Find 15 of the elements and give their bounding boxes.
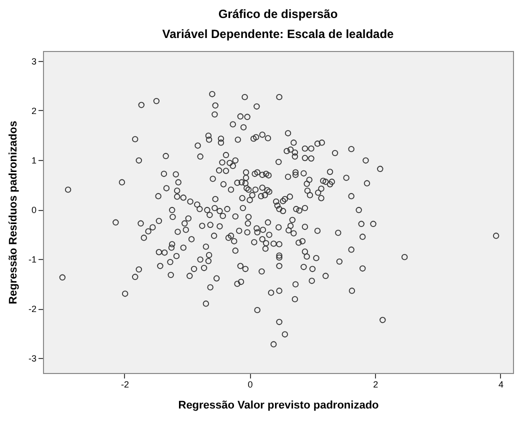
y-tick-label: 1 xyxy=(31,155,36,166)
y-axis-title: Regressão Resíduos padronizados xyxy=(8,120,20,304)
y-tick-label: 0 xyxy=(31,205,36,216)
y-tick-label: -2 xyxy=(28,304,36,314)
x-tick-label: 2 xyxy=(373,380,378,390)
x-axis-title: Regressão Valor previsto padronizado xyxy=(178,400,380,412)
x-tick-label: 4 xyxy=(498,380,504,390)
y-tick-label: 3 xyxy=(31,56,36,66)
chart-subtitle: Variável Dependente: Escala de lealdade xyxy=(162,27,394,41)
x-tick-label: 0 xyxy=(248,380,253,390)
y-tick-label: -1 xyxy=(28,254,36,265)
y-tick-label: 2 xyxy=(31,106,36,116)
chart-title: Gráfico de dispersão xyxy=(218,7,338,21)
y-tick-label: -3 xyxy=(28,354,36,364)
x-tick-label: -2 xyxy=(120,380,129,390)
